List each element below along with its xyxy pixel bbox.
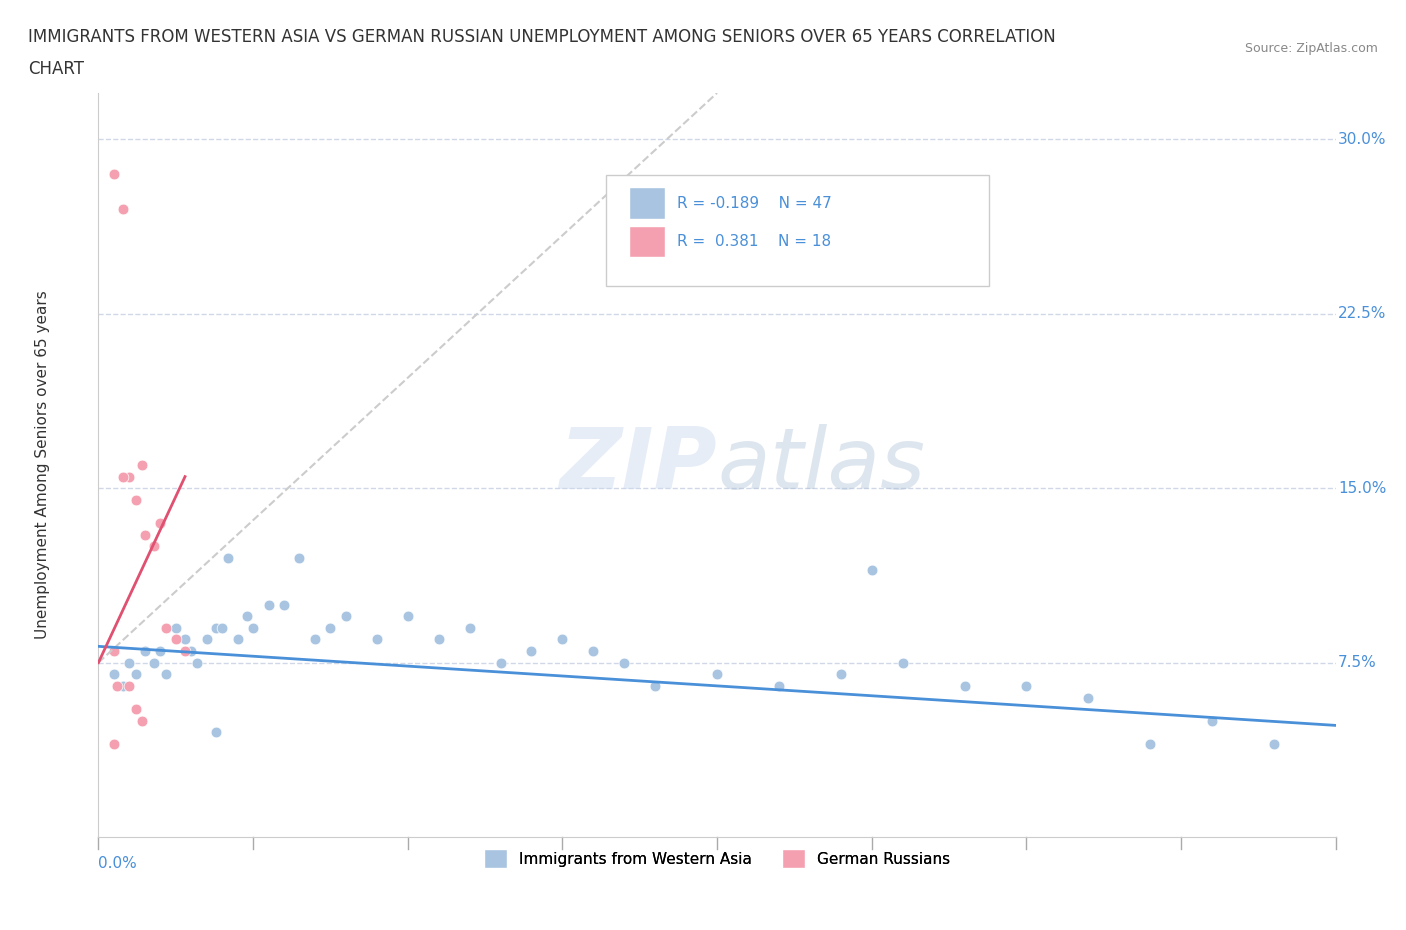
Point — [174, 644, 197, 658]
Text: R = -0.189    N = 47: R = -0.189 N = 47 — [678, 195, 832, 210]
Text: 30.0%: 30.0% — [1339, 132, 1386, 147]
Point — [165, 632, 187, 647]
Point — [489, 656, 512, 671]
Point — [131, 458, 153, 472]
Point — [706, 667, 728, 682]
Point — [149, 644, 172, 658]
Point — [124, 667, 146, 682]
FancyBboxPatch shape — [630, 188, 665, 219]
FancyBboxPatch shape — [630, 226, 665, 258]
Point — [105, 679, 128, 694]
Point — [1201, 713, 1223, 728]
Text: 7.5%: 7.5% — [1339, 655, 1376, 671]
Point — [582, 644, 605, 658]
Point — [366, 632, 388, 647]
Text: Unemployment Among Seniors over 65 years: Unemployment Among Seniors over 65 years — [35, 291, 51, 640]
Point — [288, 551, 311, 565]
Point — [319, 620, 342, 635]
Point — [768, 679, 790, 694]
Point — [118, 656, 141, 671]
Point — [217, 551, 239, 565]
Point — [124, 702, 146, 717]
Point — [396, 609, 419, 624]
Point — [205, 725, 228, 740]
Point — [155, 620, 177, 635]
Point — [195, 632, 218, 647]
Point — [186, 656, 208, 671]
Point — [304, 632, 326, 647]
Legend: Immigrants from Western Asia, German Russians: Immigrants from Western Asia, German Rus… — [478, 844, 956, 874]
Point — [143, 539, 166, 554]
Text: 22.5%: 22.5% — [1339, 306, 1386, 322]
Point — [1077, 690, 1099, 705]
Point — [112, 469, 135, 484]
Point — [236, 609, 259, 624]
Text: CHART: CHART — [28, 60, 84, 78]
Point — [1263, 737, 1285, 751]
Point — [143, 656, 166, 671]
Text: IMMIGRANTS FROM WESTERN ASIA VS GERMAN RUSSIAN UNEMPLOYMENT AMONG SENIORS OVER 6: IMMIGRANTS FROM WESTERN ASIA VS GERMAN R… — [28, 28, 1056, 46]
Point — [551, 632, 574, 647]
Point — [112, 202, 135, 217]
Text: Source: ZipAtlas.com: Source: ZipAtlas.com — [1244, 42, 1378, 55]
Point — [613, 656, 636, 671]
Point — [174, 632, 197, 647]
Point — [103, 167, 125, 182]
Text: R =  0.381    N = 18: R = 0.381 N = 18 — [678, 234, 831, 249]
Text: 15.0%: 15.0% — [1339, 481, 1386, 496]
Point — [205, 620, 228, 635]
Point — [211, 620, 233, 635]
Point — [134, 644, 156, 658]
Point — [1015, 679, 1038, 694]
Point — [131, 713, 153, 728]
Point — [103, 667, 125, 682]
Point — [520, 644, 543, 658]
Point — [458, 620, 481, 635]
Point — [103, 644, 125, 658]
Point — [149, 515, 172, 530]
Point — [118, 679, 141, 694]
Point — [953, 679, 976, 694]
Text: 0.0%: 0.0% — [98, 856, 138, 870]
Point — [118, 469, 141, 484]
Point — [860, 562, 883, 577]
Text: atlas: atlas — [717, 423, 925, 507]
Point — [103, 737, 125, 751]
Point — [180, 644, 202, 658]
Point — [134, 527, 156, 542]
Point — [112, 679, 135, 694]
Point — [226, 632, 249, 647]
Text: ZIP: ZIP — [560, 423, 717, 507]
Point — [257, 597, 280, 612]
Point — [335, 609, 357, 624]
Point — [891, 656, 914, 671]
Point — [830, 667, 852, 682]
Point — [242, 620, 264, 635]
Point — [273, 597, 295, 612]
Point — [1139, 737, 1161, 751]
Point — [124, 493, 146, 508]
Point — [644, 679, 666, 694]
FancyBboxPatch shape — [606, 175, 990, 286]
Point — [165, 620, 187, 635]
Point — [427, 632, 450, 647]
Point — [155, 667, 177, 682]
